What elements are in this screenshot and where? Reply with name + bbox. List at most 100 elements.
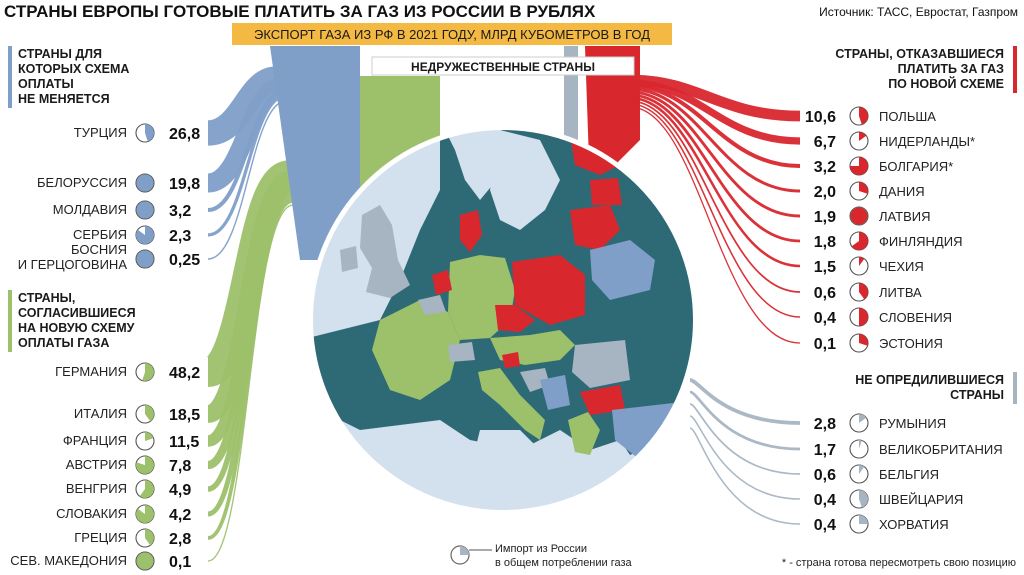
- row-0-4-value: 0,25: [169, 252, 200, 269]
- row-1-3-value: 7,8: [169, 458, 191, 475]
- row-0-0-pie-share: [145, 124, 155, 142]
- row-3-1-pie-share: [859, 440, 862, 449]
- row-2-5-value: 1,8: [814, 234, 836, 251]
- row-1-2-country: ФРАНЦИЯ: [63, 433, 127, 448]
- row-2-7-flow: [629, 100, 801, 293]
- row-1-6-flow: [207, 199, 420, 540]
- group-heading-3-line-1: СТРАНЫ: [950, 388, 1004, 402]
- row-3-0-pie-share: [859, 414, 867, 423]
- group-heading-1-line-2: НА НОВУЮ СХЕМУ: [18, 321, 135, 335]
- row-2-1-flow: [629, 79, 801, 145]
- row-1-7-value: 0,1: [169, 554, 191, 571]
- row-3-4-pie-share: [859, 515, 868, 524]
- row-2-6-pie-share: [859, 257, 865, 266]
- row-2-3-flow: [629, 87, 801, 193]
- row-1-2-value: 11,5: [169, 434, 199, 451]
- row-2-7-value: 0,6: [814, 285, 836, 302]
- row-2-1-value: 6,7: [814, 134, 836, 151]
- row-2-6-flow: [629, 96, 801, 268]
- row-0-3-country: СЕРБИЯ: [73, 227, 127, 242]
- row-2-8-value: 0,4: [814, 310, 836, 327]
- legend-line-2: в общем потреблении газа: [495, 557, 633, 569]
- country-rows: ТУРЦИЯ 26,8 БЕЛОРУССИЯ 19,8 МОЛДАВИЯ 3,2 СЕРБИ…: [10, 106, 1003, 571]
- row-0-1-country: БЕЛОРУССИЯ: [37, 175, 127, 190]
- row-2-6-value: 1,5: [814, 259, 836, 276]
- footnote: * - страна готова пересмотреть свою пози…: [782, 557, 1016, 569]
- row-3-2-value: 0,6: [814, 467, 836, 484]
- row-2-0-pie-share: [859, 107, 869, 125]
- group-heading-3-line-0: НЕ ОПРЕДИЛИВШИЕСЯ: [855, 373, 1004, 387]
- row-3-2-country: БЕЛЬГИЯ: [879, 467, 939, 482]
- row-2-3-value: 2,0: [814, 184, 836, 201]
- row-2-4-value: 1,9: [814, 209, 836, 226]
- row-2-1-pie-share: [859, 132, 867, 141]
- row-2-4-flow: [629, 90, 801, 218]
- row-1-5-value: 4,2: [169, 507, 191, 524]
- group-heading-1-line-1: СОГЛАСИВШИЕСЯ: [18, 306, 136, 320]
- row-0-0-value: 26,8: [169, 126, 200, 143]
- row-0-3-value: 2,3: [169, 228, 191, 245]
- group-marker-0: [8, 46, 12, 108]
- row-0-3-pie-share: [136, 226, 155, 244]
- row-1-5-pie-share: [136, 505, 155, 523]
- row-0-2-pie-share: [136, 201, 154, 219]
- row-3-2-pie-share: [859, 465, 865, 474]
- group-marker-2: [1013, 46, 1017, 93]
- row-1-2-pie-share: [145, 432, 154, 441]
- subtitle-banner: [232, 23, 672, 45]
- row-0-2-country: МОЛДАВИЯ: [53, 202, 127, 217]
- row-1-0-country: ГЕРМАНИЯ: [55, 364, 127, 379]
- group-heading-2-line-0: СТРАНЫ, ОТКАЗАВШИЕСЯ: [835, 47, 1004, 61]
- row-3-3-flow: [689, 415, 801, 500]
- chart-subtitle: ЭКСПОРТ ГАЗА ИЗ РФ В 2021 ГОДУ, МЛРД КУБ…: [254, 27, 650, 42]
- group-heading-1-line-3: ОПЛАТЫ ГАЗА: [18, 336, 109, 350]
- row-2-2-pie-share: [850, 157, 868, 175]
- share-legend: Импорт из России в общем потреблении газ…: [450, 543, 633, 569]
- group-heading-2-line-1: ПЛАТИТЬ ЗА ГАЗ: [898, 62, 1005, 76]
- row-1-6-country: ГРЕЦИЯ: [74, 530, 127, 545]
- row-3-4-value: 0,4: [814, 517, 836, 534]
- row-1-3-country: АВСТРИЯ: [66, 457, 127, 472]
- row-2-7-country: ЛИТВА: [879, 285, 922, 300]
- row-3-0-country: РУМЫНИЯ: [879, 416, 946, 431]
- group-heading-0-line-0: СТРАНЫ ДЛЯ: [18, 47, 102, 61]
- row-2-5-flow: [629, 93, 801, 243]
- row-2-9-value: 0,1: [814, 336, 836, 353]
- group-marker-3: [1013, 372, 1017, 404]
- unfriendly-label-box: [371, 56, 635, 76]
- row-2-1-country: НИДЕРЛАНДЫ*: [879, 134, 975, 149]
- row-1-1-country: ИТАЛИЯ: [74, 406, 127, 421]
- row-1-4-country: ВЕНГРИЯ: [66, 481, 127, 496]
- row-3-4-country: ХОРВАТИЯ: [879, 517, 949, 532]
- group-heading-2-line-2: ПО НОВОЙ СХЕМЕ: [888, 76, 1004, 91]
- row-2-3-country: ДАНИЯ: [879, 184, 925, 199]
- unfriendly-label: НЕДРУЖЕСТВЕННЫЕ СТРАНЫ: [411, 60, 595, 74]
- row-2-0-flow: [629, 74, 801, 122]
- row-0-2-value: 3,2: [169, 203, 191, 220]
- row-2-9-flow: [629, 106, 801, 344]
- row-0-1-value: 19,8: [169, 176, 200, 193]
- row-2-3-pie-share: [859, 182, 869, 194]
- row-0-1-pie-share: [136, 174, 154, 192]
- row-1-1-value: 18,5: [169, 407, 200, 424]
- flow-bands: [203, 46, 801, 562]
- row-0-4-country-2: И ГЕРЦОГОВИНА: [18, 257, 128, 272]
- row-1-7-pie-share: [136, 552, 154, 570]
- row-3-1-value: 1,7: [814, 442, 836, 459]
- group-marker-1: [8, 290, 12, 352]
- row-1-0-value: 48,2: [169, 365, 200, 382]
- source-note: Источник: ТАСС, Евростат, Газпром: [819, 5, 1018, 19]
- row-3-1-flow: [689, 390, 801, 451]
- row-2-6-country: ЧЕХИЯ: [879, 259, 924, 274]
- row-2-0-value: 10,6: [805, 109, 836, 126]
- group-heading-0-line-2: ОПЛАТЫ: [18, 77, 74, 91]
- row-2-5-pie-share: [851, 232, 869, 250]
- row-3-3-country: ШВЕЙЦАРИЯ: [879, 492, 963, 507]
- row-1-4-pie-share: [139, 480, 155, 498]
- row-1-5-country: СЛОВАКИЯ: [56, 506, 127, 521]
- row-1-4-value: 4,9: [169, 482, 191, 499]
- row-2-4-country: ЛАТВИЯ: [879, 209, 931, 224]
- row-2-4-pie-share: [850, 207, 868, 225]
